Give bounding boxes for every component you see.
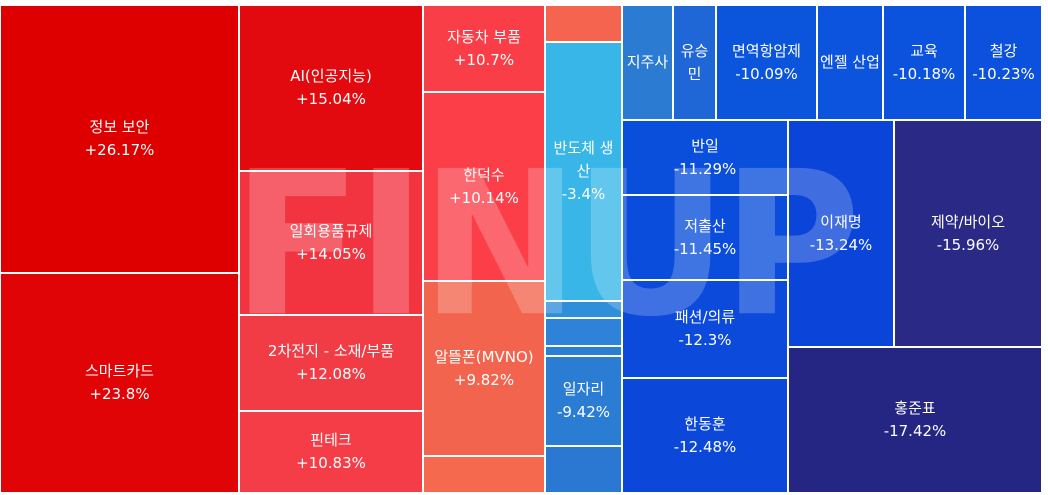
- tile-name: 반일: [691, 136, 719, 155]
- tile-name: 홍준표: [894, 399, 936, 417]
- tile-name: 자동차 부품: [447, 27, 521, 46]
- tile-yuseungmin[interactable]: 유승민: [673, 5, 716, 120]
- tile-immune[interactable]: 면역항암제 -10.09%: [716, 5, 817, 120]
- tile-change: +10.83%: [296, 454, 366, 472]
- tile-auto-parts[interactable]: 자동차 부품 +10.7%: [423, 5, 545, 92]
- tile-name: 한덕수: [463, 165, 505, 184]
- tile-change: -9.42%: [556, 403, 611, 421]
- tile-change: -17.42%: [883, 422, 947, 440]
- tile-handonghun[interactable]: 한동훈 -12.48%: [622, 378, 788, 493]
- tile-mid-small-1[interactable]: [545, 301, 622, 318]
- tile-name: 유승민: [680, 41, 709, 83]
- tile-battery[interactable]: 2차전지 - 소재/부품 +12.08%: [239, 315, 423, 411]
- tile-name: 알뜰폰(MVNO): [434, 347, 534, 366]
- tile-hongjunpyo[interactable]: 홍준표 -17.42%: [788, 347, 1042, 493]
- tile-top-small[interactable]: [545, 5, 622, 42]
- tile-holding[interactable]: 지주사: [622, 5, 673, 120]
- tile-handeoksu[interactable]: 한덕수 +10.14%: [423, 92, 545, 281]
- tile-name: 면역항암제: [731, 41, 801, 60]
- tile-change: -13.24%: [809, 235, 873, 254]
- tile-fintech[interactable]: 핀테크 +10.83%: [239, 411, 423, 493]
- tile-name: 2차전지 - 소재/부품: [267, 342, 395, 360]
- tile-pharma[interactable]: 제약/바이오 -15.96%: [894, 120, 1042, 347]
- tile-jobs[interactable]: 일자리 -9.42%: [545, 356, 622, 446]
- tile-banil[interactable]: 반일 -11.29%: [622, 120, 788, 195]
- tile-name: AI(인공지능): [290, 67, 372, 85]
- tile-mid-small-2[interactable]: [545, 318, 622, 346]
- tile-change: +10.14%: [449, 188, 519, 207]
- tile-change: -10.23%: [972, 64, 1035, 83]
- tile-name: 지주사: [626, 53, 669, 71]
- tile-change: -3.4%: [561, 185, 606, 203]
- tile-change: -11.45%: [673, 239, 737, 258]
- tile-ai[interactable]: AI(인공지능) +15.04%: [239, 5, 423, 171]
- tile-name: 철강: [989, 41, 1018, 60]
- tile-leejaemyung[interactable]: 이재명 -13.24%: [788, 120, 894, 347]
- tile-change: -10.18%: [892, 64, 956, 83]
- tile-name: 저출산: [684, 216, 726, 235]
- tile-change: +14.05%: [296, 245, 366, 263]
- tile-name: 이재명: [820, 212, 862, 231]
- tile-mvno-small[interactable]: [423, 456, 545, 493]
- tile-name: 제약/바이오: [930, 212, 1006, 231]
- tile-change: +23.8%: [89, 385, 150, 403]
- tile-name: 핀테크: [310, 431, 352, 449]
- tile-change: +9.82%: [453, 370, 515, 389]
- tile-smartcard[interactable]: 스마트카드 +23.8%: [0, 273, 239, 493]
- tile-jobs-small[interactable]: [545, 446, 622, 493]
- tile-change: +15.04%: [296, 90, 366, 108]
- tile-disposable[interactable]: 일회용품규제 +14.05%: [239, 171, 423, 315]
- tile-change: +12.08%: [296, 365, 366, 383]
- tile-change: +10.7%: [453, 50, 515, 69]
- tile-education[interactable]: 교육 -10.18%: [883, 5, 965, 120]
- tile-change: -12.48%: [673, 437, 737, 456]
- tile-name: 일자리: [562, 380, 605, 398]
- tile-mvno[interactable]: 알뜰폰(MVNO) +9.82%: [423, 281, 545, 456]
- tile-change: -12.3%: [678, 331, 732, 349]
- tile-steel[interactable]: 철강 -10.23%: [965, 5, 1042, 120]
- tile-change: -11.29%: [673, 159, 737, 178]
- tile-name: 한동훈: [684, 414, 726, 433]
- tile-name: 스마트카드: [84, 362, 154, 380]
- tile-change: +26.17%: [84, 141, 155, 159]
- tile-change: -10.09%: [735, 64, 798, 83]
- tile-name: 정보 보안: [89, 118, 150, 136]
- tile-name: 패션/의류: [674, 308, 736, 326]
- tile-semiconductor[interactable]: 반도체 생산 -3.4%: [545, 42, 622, 301]
- tile-name: 엔젤 산업: [820, 53, 880, 71]
- tile-fashion[interactable]: 패션/의류 -12.3%: [622, 280, 788, 378]
- tile-engel[interactable]: 엔젤 산업: [817, 5, 883, 120]
- tile-name: 반도체 생산: [553, 139, 614, 180]
- tile-info-security[interactable]: 정보 보안 +26.17%: [0, 5, 239, 273]
- tile-change: -15.96%: [936, 235, 1000, 254]
- tile-low-birth[interactable]: 저출산 -11.45%: [622, 195, 788, 280]
- tile-name: 일회용품규제: [289, 222, 373, 240]
- tile-mid-small-3[interactable]: [545, 346, 622, 356]
- tile-name: 교육: [910, 41, 938, 60]
